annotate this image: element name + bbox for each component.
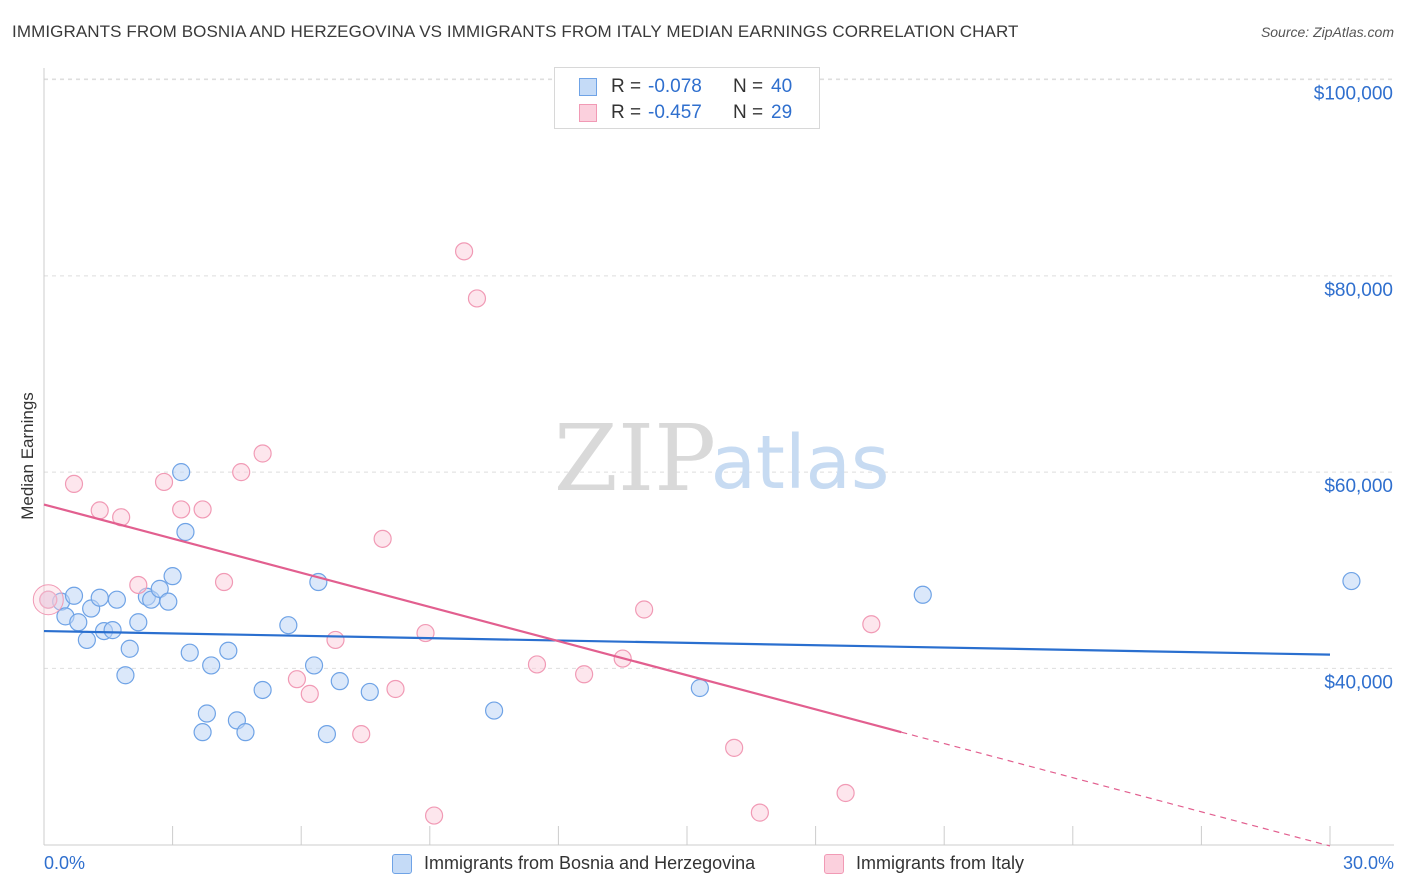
chart-title: IMMIGRANTS FROM BOSNIA AND HERZEGOVINA V…	[12, 22, 1019, 41]
point-italy	[725, 738, 744, 757]
point-bosnia	[330, 672, 349, 691]
point-italy	[214, 572, 234, 592]
point-bosnia	[193, 723, 212, 742]
point-bosnia	[69, 613, 88, 632]
point-italy	[129, 575, 148, 595]
point-italy	[467, 289, 487, 308]
x-tick-min: 0.0%	[44, 853, 86, 873]
point-bosnia	[180, 643, 199, 662]
point-italy-large	[32, 584, 64, 616]
point-bosnia	[690, 678, 709, 698]
point-italy	[836, 783, 855, 803]
point-bosnia	[279, 616, 298, 635]
point-italy	[287, 670, 307, 689]
point-bosnia	[129, 613, 148, 632]
point-italy	[635, 600, 654, 619]
x-tick-max: 30.0%	[1342, 853, 1394, 873]
source-label: Source: ZipAtlas.com	[1260, 24, 1394, 40]
watermark: ZIP atlas	[554, 405, 890, 512]
point-italy	[193, 500, 212, 519]
point-bosnia	[163, 567, 182, 586]
data-points	[32, 242, 1361, 825]
legend: Immigrants from Bosnia and Herzegovina I…	[0, 850, 1406, 880]
point-bosnia	[219, 641, 238, 660]
point-bosnia	[236, 723, 255, 742]
point-italy	[39, 590, 58, 609]
y-tick-labels: $40,000 $60,000 $80,000 $100,000	[1314, 84, 1393, 694]
point-bosnia	[107, 590, 126, 609]
point-bosnia	[360, 682, 379, 702]
y-tick-label: $40,000	[1324, 672, 1393, 693]
grid-lines	[44, 78, 1394, 669]
point-italy	[527, 655, 547, 674]
r-label: R =	[611, 102, 642, 123]
point-italy	[154, 472, 174, 492]
point-italy	[424, 806, 444, 825]
n-label: N =	[733, 76, 764, 97]
point-italy	[575, 665, 594, 684]
point-italy	[862, 615, 881, 634]
point-bosnia	[120, 639, 139, 658]
trend-line-italy	[43, 503, 902, 734]
y-tick-label: $80,000	[1324, 280, 1393, 301]
point-italy	[232, 463, 251, 482]
trend-line-italy-extrapolated	[901, 731, 1331, 847]
trend-lines	[43, 503, 1331, 847]
trend-line-bosnia	[43, 629, 1331, 656]
point-bosnia	[253, 680, 272, 700]
point-bosnia	[103, 621, 122, 640]
point-bosnia	[202, 656, 221, 675]
point-bosnia	[197, 704, 216, 723]
point-italy	[172, 500, 191, 519]
point-italy	[253, 444, 272, 463]
point-italy	[90, 501, 109, 520]
n-value: 29	[771, 102, 793, 123]
y-tick-label: $60,000	[1324, 476, 1393, 497]
point-bosnia	[304, 656, 324, 675]
watermark-zip: ZIP	[554, 405, 716, 512]
stats-swatch-italy	[579, 104, 597, 122]
watermark-atlas: atlas	[711, 420, 890, 506]
point-bosnia	[913, 585, 932, 604]
n-label: N =	[733, 102, 764, 123]
legend-label-bosnia: Immigrants from Bosnia and Herzegovina	[424, 853, 756, 873]
point-italy	[352, 725, 371, 744]
point-bosnia	[150, 579, 169, 598]
n-value: 40	[771, 76, 793, 97]
point-bosnia	[159, 592, 178, 611]
point-bosnia	[485, 701, 504, 720]
point-italy	[300, 684, 319, 703]
r-value: -0.457	[648, 102, 702, 123]
legend-swatch-italy	[824, 854, 844, 874]
point-bosnia	[77, 630, 96, 650]
point-bosnia	[116, 666, 135, 685]
point-italy	[454, 242, 474, 261]
point-italy	[326, 630, 345, 650]
point-italy	[386, 679, 405, 699]
r-label: R =	[611, 76, 642, 97]
legend-swatch-bosnia	[392, 854, 412, 874]
stats-box: R = -0.078 N = 40 R = -0.457 N = 29	[554, 67, 820, 129]
point-bosnia	[317, 725, 337, 744]
axes	[43, 68, 1394, 846]
point-bosnia	[172, 463, 191, 482]
point-bosnia	[1342, 571, 1361, 591]
legend-label-italy: Immigrants from Italy	[856, 853, 1025, 873]
point-italy	[373, 529, 392, 548]
stats-swatch-bosnia	[579, 78, 597, 96]
point-bosnia	[90, 588, 109, 607]
y-tick-label: $100,000	[1314, 84, 1393, 105]
point-bosnia	[176, 522, 195, 542]
point-bosnia	[64, 586, 84, 605]
r-value: -0.078	[648, 76, 702, 97]
point-italy	[750, 803, 769, 822]
point-italy	[64, 474, 84, 493]
